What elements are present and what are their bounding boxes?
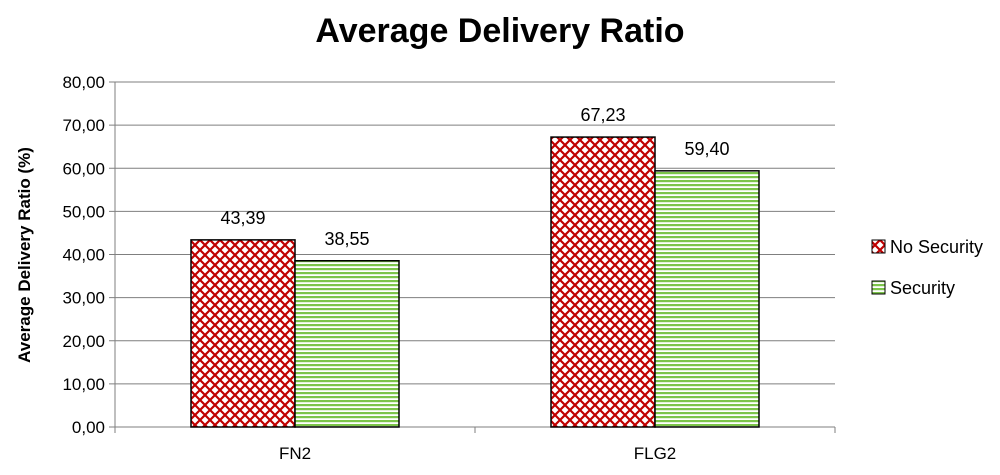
data-label: 67,23 [580,105,625,125]
bar-no-security-fn2 [190,239,296,428]
data-label: 38,55 [324,229,369,249]
legend-entry: No Security [890,237,983,257]
y-tick-label: 30,00 [62,289,105,308]
data-labels: 43,39 38,55 67,23 59,40 [220,105,729,249]
bar-no-security-flg2 [550,136,656,428]
legend: No Security Security [871,237,983,298]
y-axis-label: Average Delivery Ratio (%) [15,147,34,363]
data-label: 43,39 [220,208,265,228]
x-tick-label: FN2 [279,444,311,463]
y-tick-label: 80,00 [62,73,105,92]
bar-security-fn2 [294,260,400,428]
y-tick-label: 0,00 [72,418,105,437]
y-tick-label: 40,00 [62,246,105,265]
legend-swatch [871,239,886,254]
bar-security-flg2 [654,170,760,428]
y-tick-label: 50,00 [62,202,105,221]
data-label: 59,40 [684,139,729,159]
chart-title: Average Delivery Ratio [315,12,684,50]
legend-swatch [871,280,886,295]
y-tick-label: 10,00 [62,375,105,394]
y-tick-label: 70,00 [62,116,105,135]
y-tick-labels: 0,00 10,00 20,00 30,00 40,00 50,00 60,00 70,00 8… [62,73,105,437]
y-tick-label: 60,00 [62,159,105,178]
legend-entry: Security [890,278,955,298]
x-tick-label: FLG2 [634,444,677,463]
x-tick-labels: FN2 FLG2 [279,444,676,463]
bars [190,136,760,428]
y-tick-label: 20,00 [62,332,105,351]
